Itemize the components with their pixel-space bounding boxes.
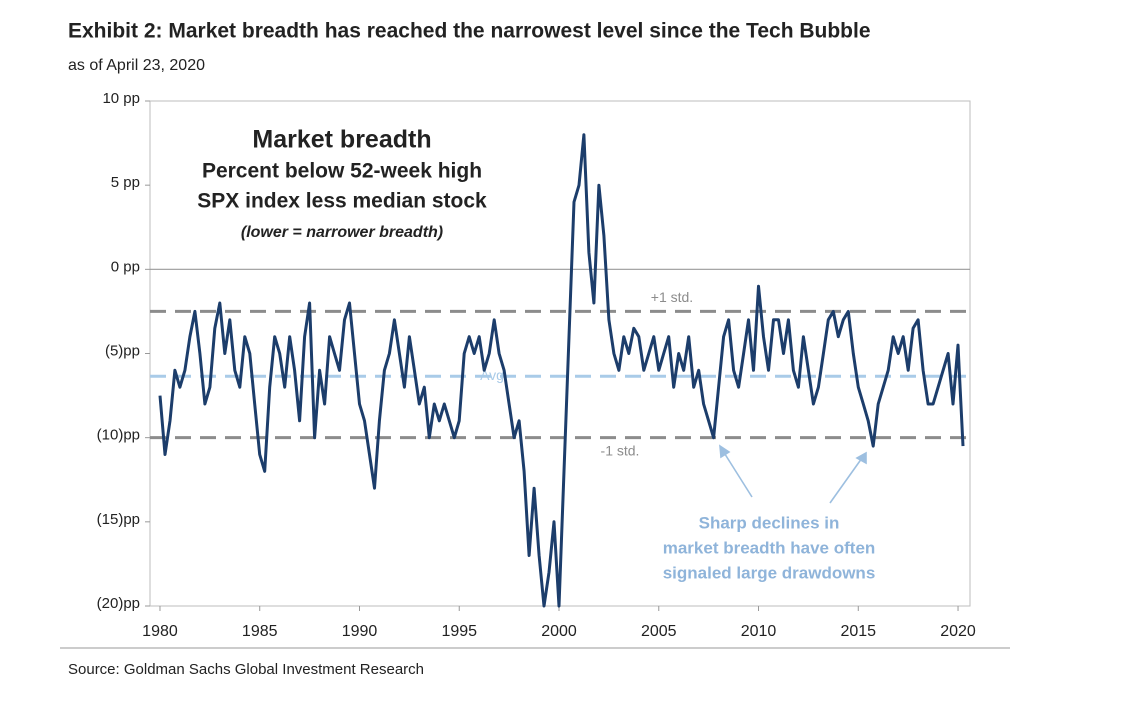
x-tick-label: 1990 — [342, 623, 378, 640]
inset-line: (lower = narrower breadth) — [241, 224, 443, 241]
inset: Percent below 52-week high SPX index less… — [197, 160, 487, 242]
y-tick-label: (20)pp — [97, 595, 140, 612]
chart-title: Exhibit 2: Market breadth has reached th… — [68, 20, 871, 43]
chart-subtitle: as of April 23, 2020 — [68, 57, 205, 74]
reference-label: +1 std. — [651, 289, 693, 305]
x-tick-label: 2010 — [741, 623, 777, 640]
x-tick-label: 2005 — [641, 623, 677, 640]
reference-label: -1 std. — [601, 442, 640, 458]
x-tick-label: 2000 — [541, 623, 577, 640]
y-tick-label: 5 pp — [111, 174, 140, 191]
x-tick-label: 2015 — [840, 623, 876, 640]
arrows — [719, 444, 867, 504]
y-tick-label: (10)pp — [97, 427, 140, 444]
reference-label: Avg — [480, 367, 504, 383]
inset-line: Percent below 52-week high — [202, 160, 482, 183]
arrow — [722, 450, 753, 498]
source: Source: Goldman Sachs Global Investment … — [68, 661, 424, 678]
arrow-head — [855, 451, 867, 465]
y-tick-label: (5)pp — [105, 342, 140, 359]
annotation: Sharp declines in market breadth have oft… — [663, 513, 876, 582]
arrow — [829, 457, 863, 504]
y-tick-label: 0 pp — [111, 258, 140, 275]
x-tick-label: 1995 — [441, 623, 477, 640]
annotation-line: market breadth have often — [663, 538, 876, 557]
annotation-line: Sharp declines in — [699, 513, 840, 532]
inset-title: Market breadth — [252, 126, 431, 154]
series-line — [158, 133, 965, 608]
x-tick-label: 1985 — [242, 623, 278, 640]
annotation-line: signaled large drawdowns — [663, 563, 876, 582]
inset-line: SPX index less median stock — [197, 190, 487, 213]
x-tick-label: 1980 — [142, 623, 178, 640]
x-tick-label: 2020 — [940, 623, 976, 640]
y-tick-label: (15)pp — [97, 511, 140, 528]
y-tick-label: 10 pp — [102, 90, 140, 107]
arrow-head — [719, 444, 731, 459]
